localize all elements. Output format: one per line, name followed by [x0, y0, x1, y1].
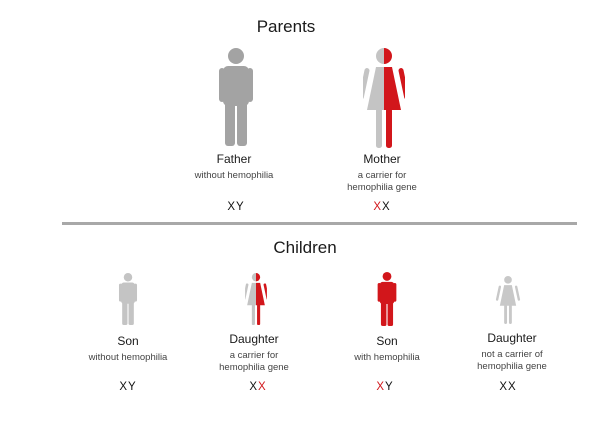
child-card-son-affected: Son with hemophilia [307, 334, 467, 364]
child-name: Son [376, 334, 398, 348]
child-desc: a carrier for hemophilia gene [174, 350, 334, 374]
child-desc: not a carrier of hemophilia gene [432, 349, 592, 373]
section-divider [62, 222, 577, 225]
mother-name: Mother [363, 152, 401, 166]
child-chromosomes-daughter-unaffected: XX [468, 381, 548, 393]
chromosome-x: X [382, 201, 391, 213]
son-affected-male-figure-icon [377, 272, 397, 326]
mother-desc: a carrier for hemophilia gene [302, 170, 462, 194]
son-unaffected-male-figure-icon [118, 273, 138, 325]
child-card-son-unaffected: Son without hemophilia [48, 334, 208, 364]
child-card-daughter-carrier: Daughter a carrier for hemophilia gene [174, 332, 334, 374]
father-male-figure-icon [219, 48, 253, 146]
chromosome-y: Y [385, 381, 394, 393]
child-desc: with hemophilia [307, 352, 467, 364]
chromosome-x: X [227, 201, 236, 213]
child-desc-line-1: a carrier for [229, 350, 279, 361]
chromosome-y: Y [128, 381, 137, 393]
chromosome-x-affected: X [376, 381, 385, 393]
child-desc: without hemophilia [48, 352, 208, 364]
mother-chromosomes: XX [342, 201, 422, 213]
child-name: Daughter [229, 332, 279, 346]
chromosome-x-affected: X [373, 201, 382, 213]
parents-heading: Parents [256, 17, 316, 36]
chromosome-x: X [499, 381, 508, 393]
father-desc: without hemophilia [154, 170, 314, 182]
child-desc-line-1: not a carrier of [481, 349, 543, 360]
chromosome-x: X [508, 381, 517, 393]
child-desc-line-2: hemophilia gene [219, 362, 289, 373]
chromosome-y: Y [236, 201, 245, 213]
mother-desc-line-2: hemophilia gene [347, 182, 417, 193]
child-card-daughter-unaffected: Daughter not a carrier of hemophilia gen… [432, 331, 592, 373]
child-chromosomes-son-unaffected: XY [88, 381, 168, 393]
father-name: Father [216, 152, 252, 166]
mother-female-figure-icon [363, 48, 405, 148]
child-desc-line: with hemophilia [354, 352, 420, 363]
mother-card: Mother a carrier for hemophilia gene [302, 152, 462, 194]
child-desc-line-2: hemophilia gene [477, 361, 547, 372]
child-desc-line: without hemophilia [88, 352, 168, 363]
chromosome-x: X [119, 381, 128, 393]
father-card: Father without hemophilia [154, 152, 314, 182]
chromosome-x-affected: X [258, 381, 267, 393]
children-heading: Children [273, 238, 337, 257]
chromosome-x: X [249, 381, 258, 393]
daughter-carrier-female-figure-icon [245, 273, 267, 325]
father-desc-line: without hemophilia [194, 170, 274, 181]
child-name: Daughter [487, 331, 537, 345]
daughter-unaffected-female-figure-icon [495, 276, 521, 324]
father-chromosomes: XY [196, 201, 276, 213]
mother-desc-line-1: a carrier for [357, 170, 407, 181]
child-chromosomes-daughter-carrier: XX [218, 381, 298, 393]
child-name: Son [117, 334, 139, 348]
child-chromosomes-son-affected: XY [345, 381, 425, 393]
